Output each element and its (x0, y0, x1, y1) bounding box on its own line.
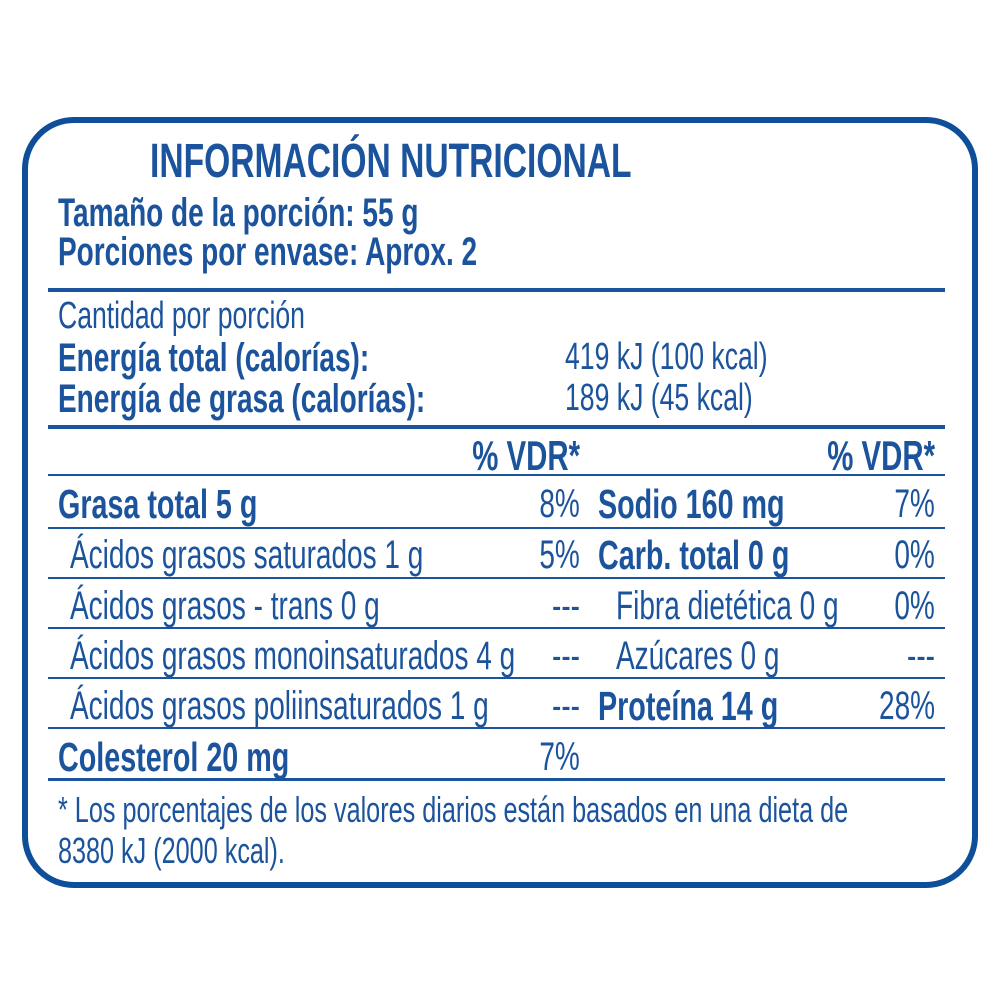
divider (48, 677, 945, 679)
divider (48, 627, 945, 629)
nutrient-label-mono: Ácidos grasos monoinsaturados 4 g (70, 634, 516, 678)
footnote-line-2: 8380 kJ (2000 kcal). (58, 830, 285, 871)
divider (48, 425, 945, 429)
nutrient-label-saturated: Ácidos grasos saturados 1 g (70, 533, 424, 577)
nutrient-dv-trans: --- (552, 584, 580, 628)
label-border (22, 117, 978, 888)
nutrient-dv-saturated: 5% (539, 533, 580, 577)
amount-per-serving: Cantidad por porción (58, 295, 305, 337)
label-title: INFORMACIÓN NUTRICIONAL (150, 135, 632, 188)
nutrient-dv-sodium: 7% (894, 482, 935, 526)
energy-total-value: 419 kJ (100 kcal) (565, 336, 768, 378)
nutrient-label-sodium: Sodio 160 mg (598, 481, 785, 527)
energy-total-label: Energía total (calorías): (58, 336, 370, 380)
nutrient-dv-protein: 28% (878, 684, 935, 728)
nutrient-label-fiber: Fibra dietética 0 g (616, 584, 839, 628)
nutrient-label-carbs: Carb. total 0 g (598, 532, 790, 578)
nutrient-dv-carbs: 0% (894, 533, 935, 577)
nutrient-dv-mono: --- (552, 634, 580, 678)
nutrient-dv-cholesterol: 7% (539, 735, 580, 779)
nutrient-dv-sugars: --- (907, 634, 935, 678)
divider (48, 288, 945, 292)
divider (48, 778, 945, 781)
divider (48, 527, 945, 529)
divider (48, 577, 945, 579)
nutrient-label-trans: Ácidos grasos - trans 0 g (70, 584, 380, 628)
serving-size: Tamaño de la porción: 55 g (58, 191, 419, 235)
dv-header-left: % VDR* (472, 432, 580, 479)
nutrient-label-protein: Proteína 14 g (598, 683, 779, 729)
divider (48, 727, 945, 729)
nutrient-dv-poly: --- (552, 684, 580, 728)
nutrient-label-total-fat: Grasa total 5 g (58, 481, 258, 527)
energy-fat-value: 189 kJ (45 kcal) (565, 377, 753, 419)
divider (48, 474, 945, 476)
nutrient-label-poly: Ácidos grasos poliinsaturados 1 g (70, 684, 489, 728)
nutrient-label-cholesterol: Colesterol 20 mg (58, 734, 290, 780)
nutrient-dv-total-fat: 8% (539, 482, 580, 526)
footnote-line-1: * Los porcentajes de los valores diarios… (58, 789, 849, 830)
energy-fat-label: Energía de grasa (calorías): (58, 377, 426, 421)
nutrient-label-sugars: Azúcares 0 g (616, 634, 780, 678)
nutrient-dv-fiber: 0% (894, 584, 935, 628)
dv-header-right: % VDR* (827, 432, 935, 479)
servings-per-container: Porciones por envase: Aprox. 2 (58, 230, 478, 274)
